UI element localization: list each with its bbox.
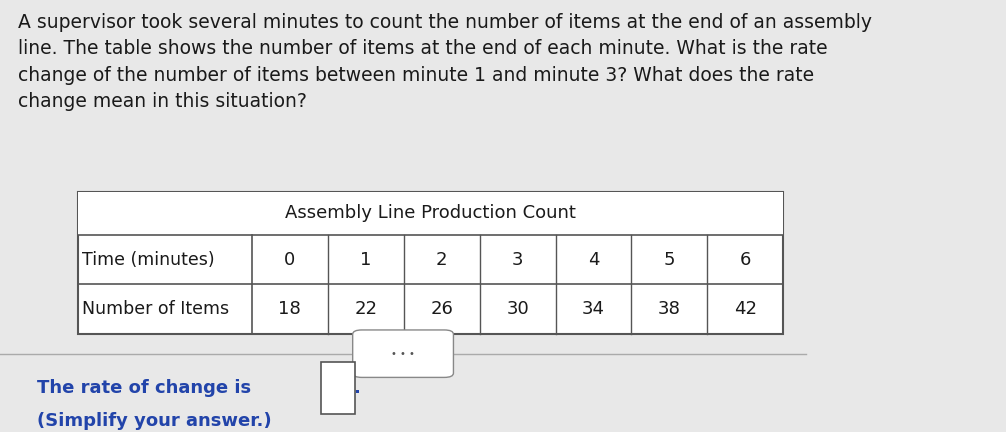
Text: 26: 26 [431,300,453,318]
FancyBboxPatch shape [321,362,355,414]
Text: 5: 5 [664,251,675,269]
Text: 34: 34 [582,300,605,318]
Text: 22: 22 [354,300,377,318]
Text: 6: 6 [739,251,750,269]
Text: Assembly Line Production Count: Assembly Line Production Count [285,204,576,222]
Text: 42: 42 [733,300,757,318]
Text: 4: 4 [588,251,600,269]
FancyBboxPatch shape [353,330,454,378]
Text: 3: 3 [512,251,523,269]
Text: 30: 30 [506,300,529,318]
Text: 0: 0 [285,251,296,269]
Text: • • •: • • • [391,349,415,359]
Text: 18: 18 [279,300,301,318]
Text: A supervisor took several minutes to count the number of items at the end of an : A supervisor took several minutes to cou… [18,13,872,111]
Text: (Simplify your answer.): (Simplify your answer.) [36,412,272,429]
Text: Number of Items: Number of Items [82,300,229,318]
Text: 38: 38 [658,300,681,318]
Text: Time (minutes): Time (minutes) [82,251,215,269]
Text: 2: 2 [436,251,448,269]
Text: The rate of change is: The rate of change is [36,379,250,397]
Text: 1: 1 [360,251,371,269]
Text: .: . [353,379,360,397]
